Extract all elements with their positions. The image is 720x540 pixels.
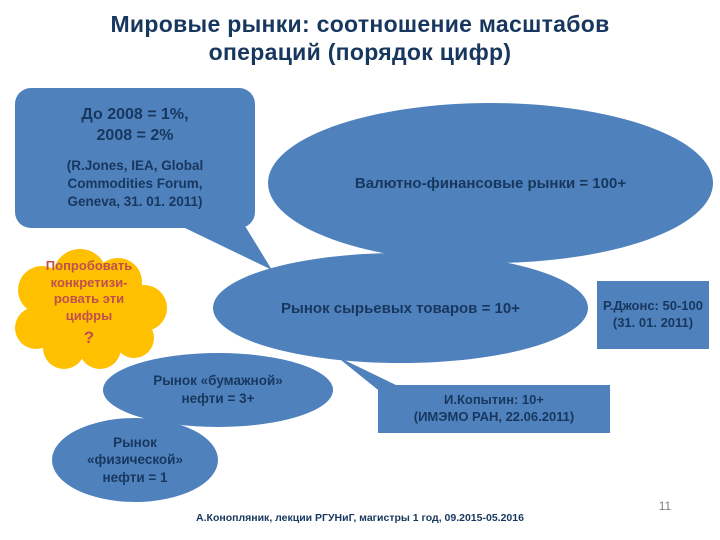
cloud-shape-icon (15, 249, 167, 369)
jones-estimate-date: (31. 01. 2011) (612, 315, 694, 330)
jones-callout-source: (R.Jones, IEA, Global Commodities Forum,… (67, 157, 204, 210)
jones-headline-line2: 2008 = 2% (96, 127, 174, 145)
idea-cloud: Попробовать конкретизи- ровать эти цифры… (8, 246, 170, 376)
cloud-text: Попробовать конкретизи- ровать эти цифры… (18, 258, 160, 348)
page-number: 11 (658, 499, 672, 513)
jones-callout: До 2008 = 1%, 2008 = 2% (R.Jones, IEA, G… (15, 88, 255, 228)
cloud-text-line2: конкретизи- (50, 274, 128, 290)
cloud-text-line1: Попробовать (45, 258, 133, 273)
kopytin-source: (ИМЭМО РАН, 22.06.2011) (413, 409, 575, 424)
jones-estimate-note: Р.Джонс: 50-100 (31. 01. 2011) (597, 281, 709, 349)
kopytin-estimate-value: И.Копытин: 10+ (444, 392, 544, 408)
paper-oil-ellipse: Рынок «бумажной» нефти = 3+ (103, 353, 333, 427)
paper-oil-line1: Рынок «бумажной» (153, 373, 283, 389)
jones-callout-headline: До 2008 = 1%, 2008 = 2% (81, 105, 188, 147)
commodity-markets-label: Рынок сырьевых товаров = 10+ (281, 299, 520, 317)
jones-source-line3: Geneva, 31. 01. 2011) (67, 193, 203, 209)
physical-oil-line3: нефти = 1 (102, 469, 168, 485)
currency-markets-ellipse: Валютно-финансовые рынки = 100+ (268, 103, 713, 263)
kopytin-note: И.Копытин: 10+ (ИМЭМО РАН, 22.06.2011) (378, 385, 610, 433)
commodity-markets-ellipse: Рынок сырьевых товаров = 10+ (213, 253, 588, 363)
cloud-question-mark: ? (83, 327, 95, 347)
slide-title: Мировые рынки: соотношение масштабов опе… (0, 10, 720, 66)
jones-source-line2: Commodities Forum, (67, 175, 203, 191)
cloud-text-line3: ровать эти (53, 291, 125, 307)
slide-title-line1: Мировые рынки: соотношение масштабов (110, 11, 610, 37)
physical-oil-line2: «физической» (87, 452, 183, 468)
physical-oil-ellipse: Рынок «физической» нефти = 1 (52, 418, 218, 502)
currency-markets-label: Валютно-финансовые рынки = 100+ (354, 174, 627, 192)
slide-title-line2: операций (порядок цифр) (208, 39, 512, 66)
jones-callout-tail (185, 226, 272, 270)
cloud-text-line4: цифры (65, 307, 113, 323)
jones-headline-line1: До 2008 = 1%, (81, 106, 189, 124)
footer-credit: А.Конопляник, лекции РГУНиГ, магистры 1 … (196, 512, 524, 524)
physical-oil-line1: Рынок (113, 435, 157, 451)
paper-oil-line2: нефти = 3+ (181, 391, 255, 406)
jones-estimate-value: Р.Джонс: 50-100 (603, 298, 703, 314)
jones-source-line1: (R.Jones, IEA, Global (66, 158, 204, 174)
